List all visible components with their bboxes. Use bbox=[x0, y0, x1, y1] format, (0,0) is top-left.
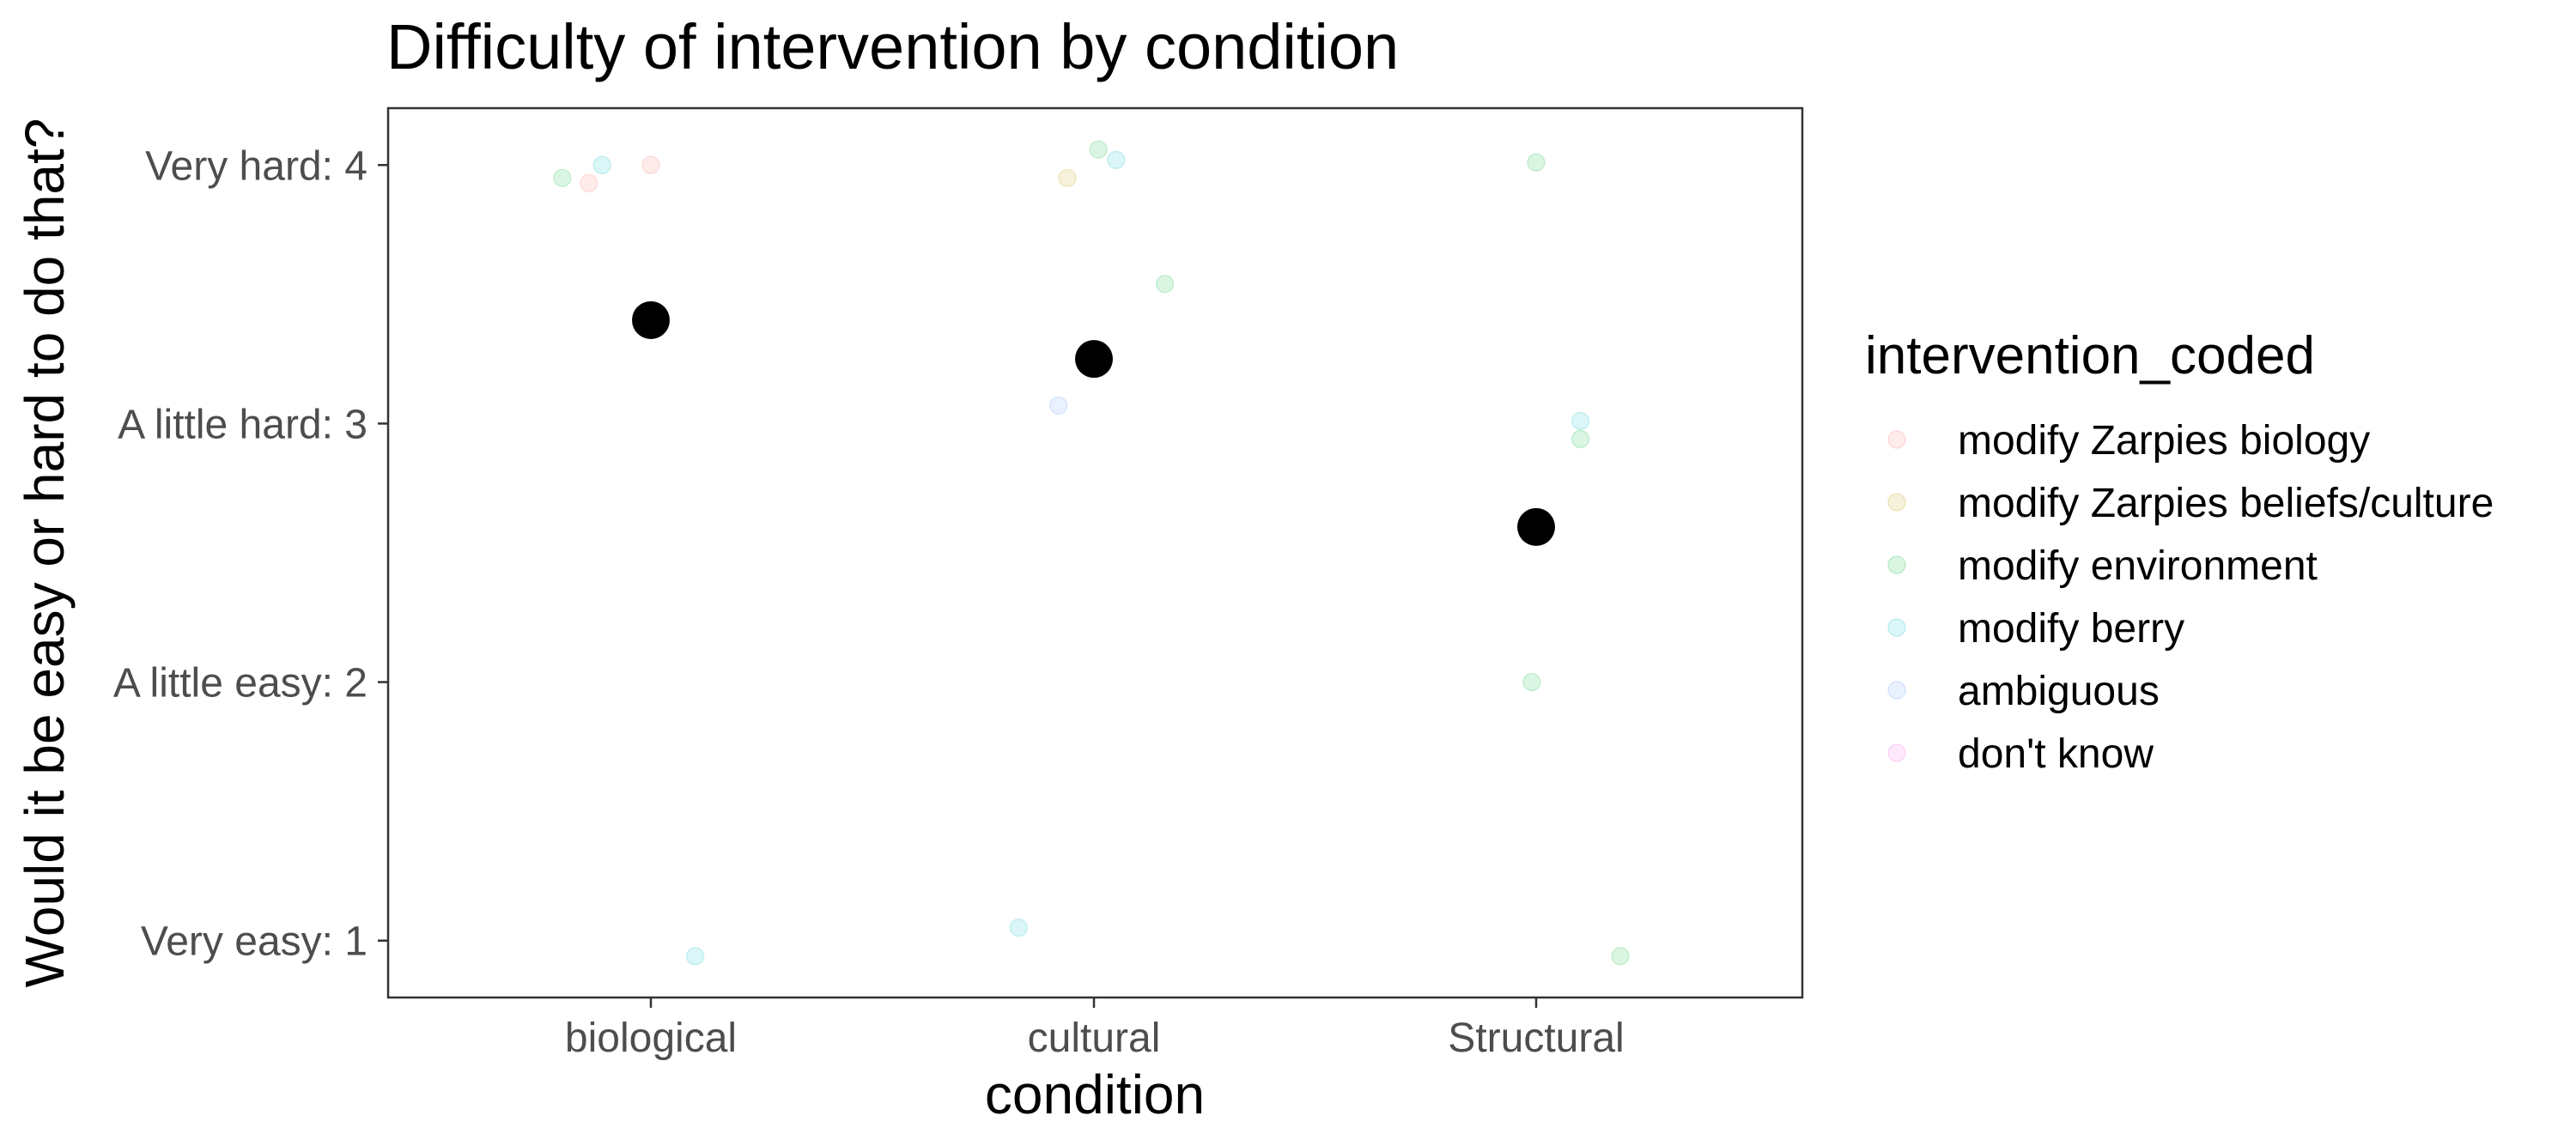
legend-label: modify berry bbox=[1958, 606, 2184, 652]
legend-label: ambiguous bbox=[1958, 669, 2160, 714]
mean-points bbox=[632, 300, 1555, 546]
x-axis: biological cultural Structural bbox=[565, 998, 1625, 1061]
data-point bbox=[1522, 672, 1541, 692]
x-tick-label: biological bbox=[565, 1016, 737, 1061]
legend-title: intervention_coded bbox=[1865, 326, 2315, 385]
chart-title: Difficulty of intervention by condition bbox=[386, 11, 1399, 82]
data-point bbox=[1527, 153, 1546, 172]
legend-key bbox=[1887, 743, 1906, 762]
x-axis-title: condition bbox=[985, 1064, 1205, 1125]
legend-key bbox=[1887, 681, 1906, 700]
legend-label: modify Zarpies beliefs/culture bbox=[1958, 481, 2494, 526]
data-point bbox=[1089, 140, 1108, 159]
data-point bbox=[1058, 168, 1077, 188]
plot-panel bbox=[386, 106, 1804, 999]
data-point bbox=[1571, 429, 1590, 449]
y-tick-label: A little hard: 3 bbox=[118, 402, 368, 447]
data-point bbox=[1571, 411, 1590, 431]
data-points bbox=[553, 140, 1630, 966]
legend-key bbox=[1887, 618, 1906, 637]
y-tick-label: Very hard: 4 bbox=[145, 143, 368, 189]
data-point bbox=[641, 155, 660, 175]
y-axis-title: Would it be easy or hard to do that? bbox=[14, 118, 76, 988]
data-point bbox=[553, 168, 572, 188]
legend-key bbox=[1887, 430, 1906, 449]
data-point bbox=[592, 155, 611, 175]
data-point bbox=[1155, 275, 1175, 294]
legend: intervention_coded modify Zarpies biolog… bbox=[1865, 326, 2494, 777]
data-point bbox=[1009, 918, 1029, 937]
data-point bbox=[1107, 150, 1126, 169]
legend-label: don't know bbox=[1958, 731, 2154, 777]
mean-point bbox=[1075, 340, 1113, 379]
data-point bbox=[580, 173, 598, 193]
legend-key bbox=[1887, 555, 1906, 574]
y-tick-label: Very easy: 1 bbox=[141, 919, 368, 965]
x-tick-label: cultural bbox=[1028, 1016, 1161, 1061]
x-tick-label: Structural bbox=[1448, 1016, 1624, 1061]
data-point bbox=[1048, 396, 1068, 415]
y-axis: Very easy: 1 A little easy: 2 A little har… bbox=[113, 143, 388, 965]
legend-label: modify Zarpies biology bbox=[1958, 418, 2370, 464]
legend-key bbox=[1887, 493, 1906, 512]
legend-label: modify environment bbox=[1958, 543, 2318, 589]
mean-point bbox=[632, 300, 670, 339]
data-point bbox=[1611, 947, 1630, 966]
y-tick-label: A little easy: 2 bbox=[113, 661, 368, 706]
mean-point bbox=[1517, 507, 1555, 546]
data-point bbox=[685, 947, 705, 966]
